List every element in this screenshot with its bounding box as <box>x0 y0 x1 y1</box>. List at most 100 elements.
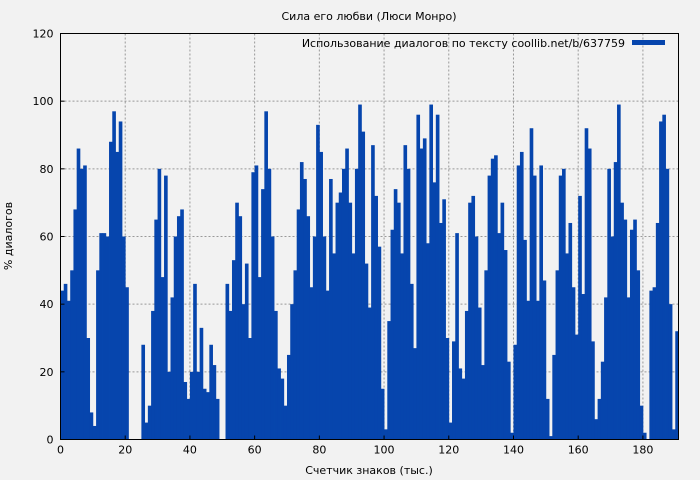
data-bar <box>513 344 518 440</box>
data-bar <box>274 310 278 440</box>
data-bar <box>235 202 239 440</box>
data-bar <box>341 168 346 440</box>
data-bar <box>377 246 382 440</box>
data-bar <box>526 300 531 440</box>
data-bar <box>109 141 113 440</box>
y-tick-label: 80 <box>40 163 54 176</box>
data-bar <box>536 300 540 440</box>
data-bar <box>228 310 233 440</box>
data-bar <box>458 368 463 440</box>
data-bar <box>542 280 547 440</box>
data-bar <box>147 405 152 440</box>
data-bar <box>655 222 660 440</box>
data-bar <box>429 104 433 440</box>
data-bar <box>642 432 647 440</box>
data-bar <box>70 270 74 440</box>
data-bar <box>254 165 259 440</box>
data-bar <box>96 270 100 440</box>
data-bar <box>319 151 323 440</box>
data-bar <box>623 219 628 440</box>
data-bar <box>594 419 599 440</box>
data-bar <box>86 338 91 440</box>
data-bar <box>283 405 288 440</box>
data-bar <box>568 222 573 440</box>
data-bar <box>299 162 304 440</box>
data-bar <box>652 287 657 440</box>
data-bar <box>597 398 602 440</box>
data-bar <box>306 216 311 440</box>
data-bar <box>196 371 201 440</box>
x-tick-label: 180 <box>632 444 653 457</box>
data-bar <box>662 114 666 440</box>
data-bar <box>351 253 356 440</box>
data-bar <box>562 168 566 440</box>
data-bar <box>574 334 579 440</box>
data-bar <box>164 175 168 440</box>
data-bar <box>251 172 256 440</box>
data-bar <box>442 199 446 440</box>
data-bar <box>277 368 281 440</box>
data-bar <box>361 131 366 440</box>
data-bar <box>309 287 314 440</box>
data-bar <box>293 270 298 440</box>
data-bar <box>675 331 679 440</box>
data-bar <box>296 209 301 440</box>
data-bar <box>422 138 427 440</box>
data-bar <box>354 168 359 440</box>
y-tick-label: 0 <box>47 434 54 447</box>
data-bar <box>552 354 556 440</box>
data-bar <box>539 165 544 440</box>
data-bar <box>141 344 146 440</box>
data-bar <box>384 429 388 440</box>
data-bar <box>99 233 103 440</box>
data-bar <box>584 128 589 440</box>
data-bar <box>448 422 453 440</box>
data-bar <box>189 371 194 440</box>
data-bar <box>503 250 508 440</box>
data-bar <box>571 287 576 440</box>
data-bar <box>484 270 488 440</box>
data-bar <box>477 307 482 440</box>
data-bar <box>115 151 120 440</box>
data-bar <box>264 111 268 440</box>
data-bar <box>364 263 369 440</box>
data-bar <box>581 294 586 440</box>
data-bar <box>186 398 191 440</box>
data-bar <box>212 365 217 440</box>
data-bar <box>83 165 87 440</box>
data-bar <box>587 148 592 440</box>
data-bar <box>380 388 385 440</box>
y-tick-label: 100 <box>33 95 54 108</box>
data-bar <box>409 283 414 440</box>
data-bar <box>144 422 149 440</box>
data-bar <box>76 148 81 440</box>
data-bar <box>604 297 608 440</box>
data-bar <box>510 432 514 440</box>
data-bar <box>225 283 230 440</box>
data-bar <box>173 236 178 440</box>
data-bar <box>461 378 466 440</box>
data-bar <box>367 307 372 440</box>
data-bar <box>105 236 110 440</box>
data-bar <box>416 114 421 440</box>
data-bar <box>112 111 116 440</box>
data-bar <box>329 178 333 440</box>
legend-swatch <box>632 40 665 45</box>
data-bar <box>636 270 641 440</box>
data-bar <box>578 195 582 440</box>
y-axis: 0 20 40 60 80 100 120 <box>33 28 65 447</box>
data-bar <box>565 253 569 440</box>
x-tick-label: 140 <box>503 444 524 457</box>
data-bar <box>555 270 560 440</box>
data-bar <box>613 162 618 440</box>
data-bar <box>600 361 605 440</box>
data-bar <box>303 178 307 440</box>
data-bar <box>199 327 204 440</box>
y-axis-label: % диалогов <box>2 202 15 270</box>
data-bar <box>151 310 155 440</box>
data-bar <box>558 175 563 440</box>
x-axis: 0 20 40 60 80 100 120 140 160 180 <box>57 435 653 457</box>
x-tick-label: 120 <box>438 444 459 457</box>
data-bar <box>464 310 469 440</box>
data-bar <box>390 229 395 440</box>
